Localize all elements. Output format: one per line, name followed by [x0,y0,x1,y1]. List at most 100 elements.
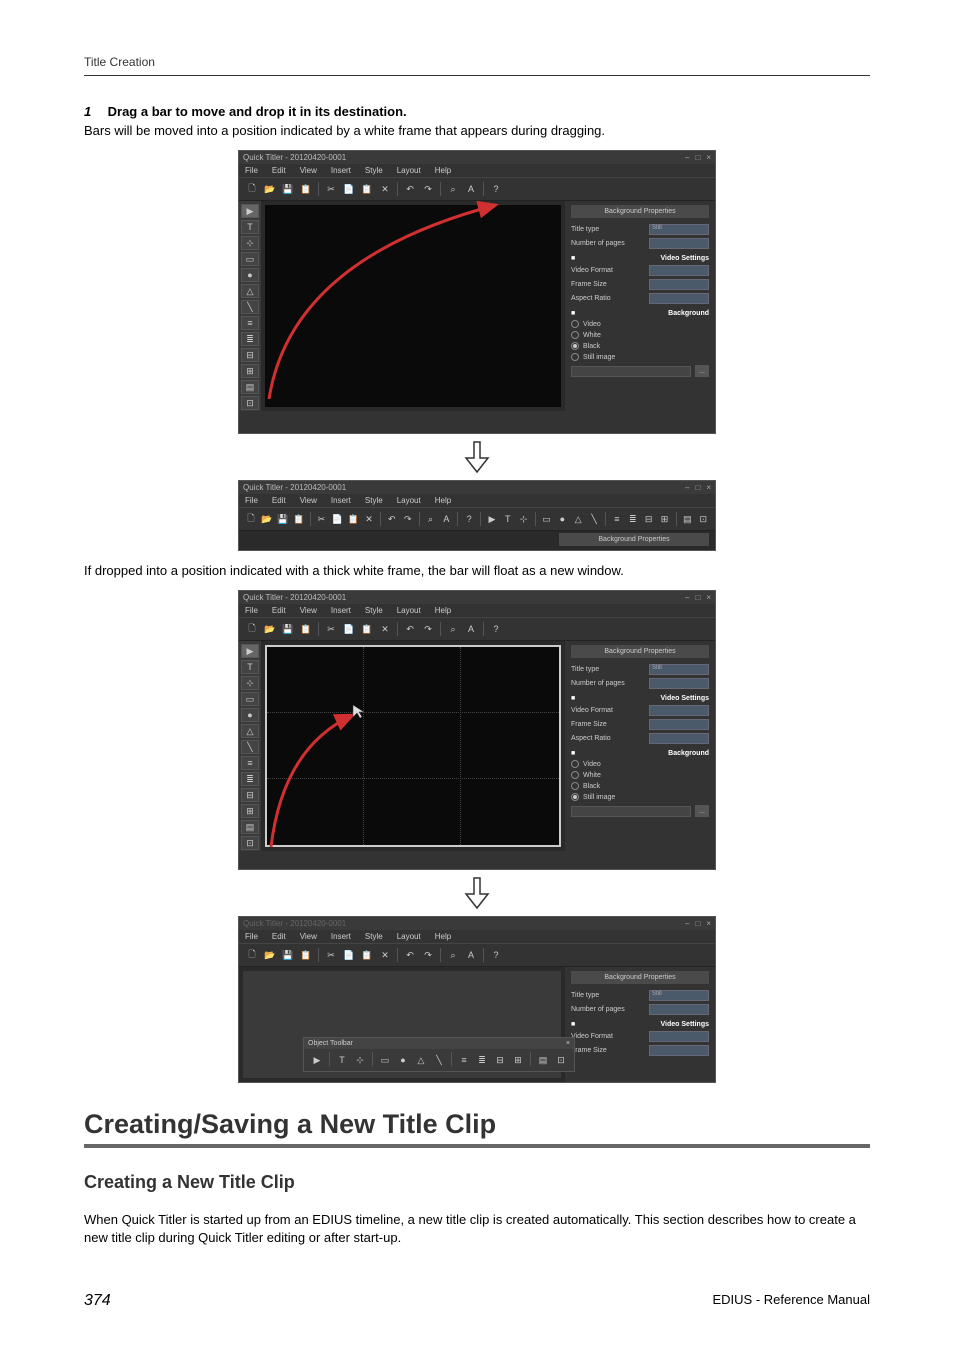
browse-field[interactable] [571,806,691,817]
tb-zoom-icon[interactable]: ⌕ [424,511,438,527]
minimize-icon[interactable]: – [685,593,689,602]
tb-paste-icon[interactable]: 📋 [359,181,375,197]
tb-copy-icon[interactable]: 📄 [330,511,344,527]
menu-help[interactable]: Help [435,496,451,505]
menu-help[interactable]: Help [435,166,451,175]
tb-text-icon[interactable]: A [463,621,479,637]
tb-help-icon[interactable]: ? [488,621,504,637]
browse-button[interactable]: ... [695,365,709,377]
sb-align3-icon[interactable]: ⊟ [241,788,259,802]
tb-redo-icon[interactable]: ↷ [401,511,415,527]
bg-black-radio[interactable]: Black [571,342,709,350]
menu-insert[interactable]: Insert [331,932,351,941]
window-controls[interactable]: – □ × [685,483,711,492]
menu-file[interactable]: File [245,606,258,615]
ft-triangle-icon[interactable]: △ [413,1052,429,1068]
sb-align4-icon[interactable]: ⊞ [241,364,259,378]
pages-field[interactable] [649,678,709,689]
tb-help-icon[interactable]: ? [488,947,504,963]
bg-still-radio[interactable]: Still image [571,353,709,361]
menu-file[interactable]: File [245,932,258,941]
ft-a4-icon[interactable]: ⊞ [510,1052,526,1068]
ft-a1-icon[interactable]: ≡ [456,1052,472,1068]
sb-grid-icon[interactable]: ▤ [241,820,259,834]
tb-help-icon[interactable]: ? [488,181,504,197]
tb-paste-icon[interactable]: 📋 [346,511,360,527]
menu-view[interactable]: View [300,606,317,615]
sb-text-icon[interactable]: T [241,220,259,234]
pages-field[interactable] [649,1004,709,1015]
bg-video-radio[interactable]: Video [571,320,709,328]
tb-cut-icon[interactable]: ✂ [323,621,339,637]
ft-text-icon[interactable]: T [334,1052,350,1068]
aspect-ratio-field[interactable] [649,293,709,304]
window-controls[interactable]: – □ × [685,919,711,928]
menu-layout[interactable]: Layout [397,606,421,615]
sb-select-icon[interactable]: ▶ [241,204,259,218]
canvas-gray[interactable]: Object Toolbar × ▶ T ⊹ ▭ ● △ ╲ [243,971,561,1078]
video-format-field[interactable] [649,1031,709,1042]
sb-select-icon[interactable]: ▶ [241,644,259,658]
menu-layout[interactable]: Layout [397,932,421,941]
sb-grid-icon[interactable]: ▤ [241,380,259,394]
sb-rect-icon[interactable]: ▭ [241,252,259,266]
sb-triangle-icon[interactable]: △ [241,284,259,298]
sb2-triangle-icon[interactable]: △ [571,511,585,527]
sb-text-icon[interactable]: T [241,660,259,674]
sb-align2-icon[interactable]: ≣ [241,772,259,786]
menu-style[interactable]: Style [365,932,383,941]
tb-undo-icon[interactable]: ↶ [402,621,418,637]
tb-undo-icon[interactable]: ↶ [402,181,418,197]
sb-triangle-icon[interactable]: △ [241,724,259,738]
tb-save-icon[interactable]: 💾 [280,621,296,637]
tb-text-icon[interactable]: A [439,511,453,527]
title-type-field[interactable]: Still [649,664,709,675]
browse-field[interactable] [571,366,691,377]
sb-circle-icon[interactable]: ● [241,268,259,282]
tb-text-icon[interactable]: A [463,181,479,197]
frame-size-field[interactable] [649,279,709,290]
ft-grid-icon[interactable]: ▤ [535,1052,551,1068]
menu-style[interactable]: Style [365,496,383,505]
sb2-grid-icon[interactable]: ▤ [680,511,694,527]
tb-save-icon[interactable]: 💾 [280,181,296,197]
tb-zoom-icon[interactable]: ⌕ [445,181,461,197]
canvas-grid[interactable] [265,645,561,847]
menu-help[interactable]: Help [435,932,451,941]
video-format-field[interactable] [649,265,709,276]
menu-style[interactable]: Style [365,606,383,615]
tb-clip-icon[interactable]: 📋 [298,621,314,637]
sb2-circle-icon[interactable]: ● [555,511,569,527]
maximize-icon[interactable]: □ [695,593,700,602]
floating-close-icon[interactable]: × [566,1040,570,1047]
close-icon[interactable]: × [706,153,711,162]
sb-circle-icon[interactable]: ● [241,708,259,722]
tb-redo-icon[interactable]: ↷ [420,947,436,963]
tb-copy-icon[interactable]: 📄 [341,947,357,963]
maximize-icon[interactable]: □ [695,153,700,162]
sb2-rect-icon[interactable]: ▭ [540,511,554,527]
sb2-a4-icon[interactable]: ⊞ [658,511,672,527]
tb-help-icon[interactable]: ? [462,511,476,527]
tb-new-icon[interactable]: 🗋 [244,511,258,527]
menu-insert[interactable]: Insert [331,606,351,615]
title-type-field[interactable]: Still [649,224,709,235]
tb-open-icon[interactable]: 📂 [260,511,274,527]
menu-file[interactable]: File [245,496,258,505]
sb2-cross-icon[interactable]: ⊹ [517,511,531,527]
aspect-ratio-field[interactable] [649,733,709,744]
tb-delete-icon[interactable]: ✕ [362,511,376,527]
ft-cells-icon[interactable]: ⊡ [553,1052,569,1068]
tb-zoom-icon[interactable]: ⌕ [445,621,461,637]
tb-cut-icon[interactable]: ✂ [314,511,328,527]
bg-black-radio[interactable]: Black [571,782,709,790]
tb-delete-icon[interactable]: ✕ [377,947,393,963]
ft-a3-icon[interactable]: ⊟ [492,1052,508,1068]
ft-circle-icon[interactable]: ● [395,1052,411,1068]
ft-line-icon[interactable]: ╲ [431,1052,447,1068]
title-type-field[interactable]: Still [649,990,709,1001]
menu-edit[interactable]: Edit [272,606,286,615]
frame-size-field[interactable] [649,1045,709,1056]
ft-a2-icon[interactable]: ≣ [474,1052,490,1068]
tb-undo-icon[interactable]: ↶ [385,511,399,527]
